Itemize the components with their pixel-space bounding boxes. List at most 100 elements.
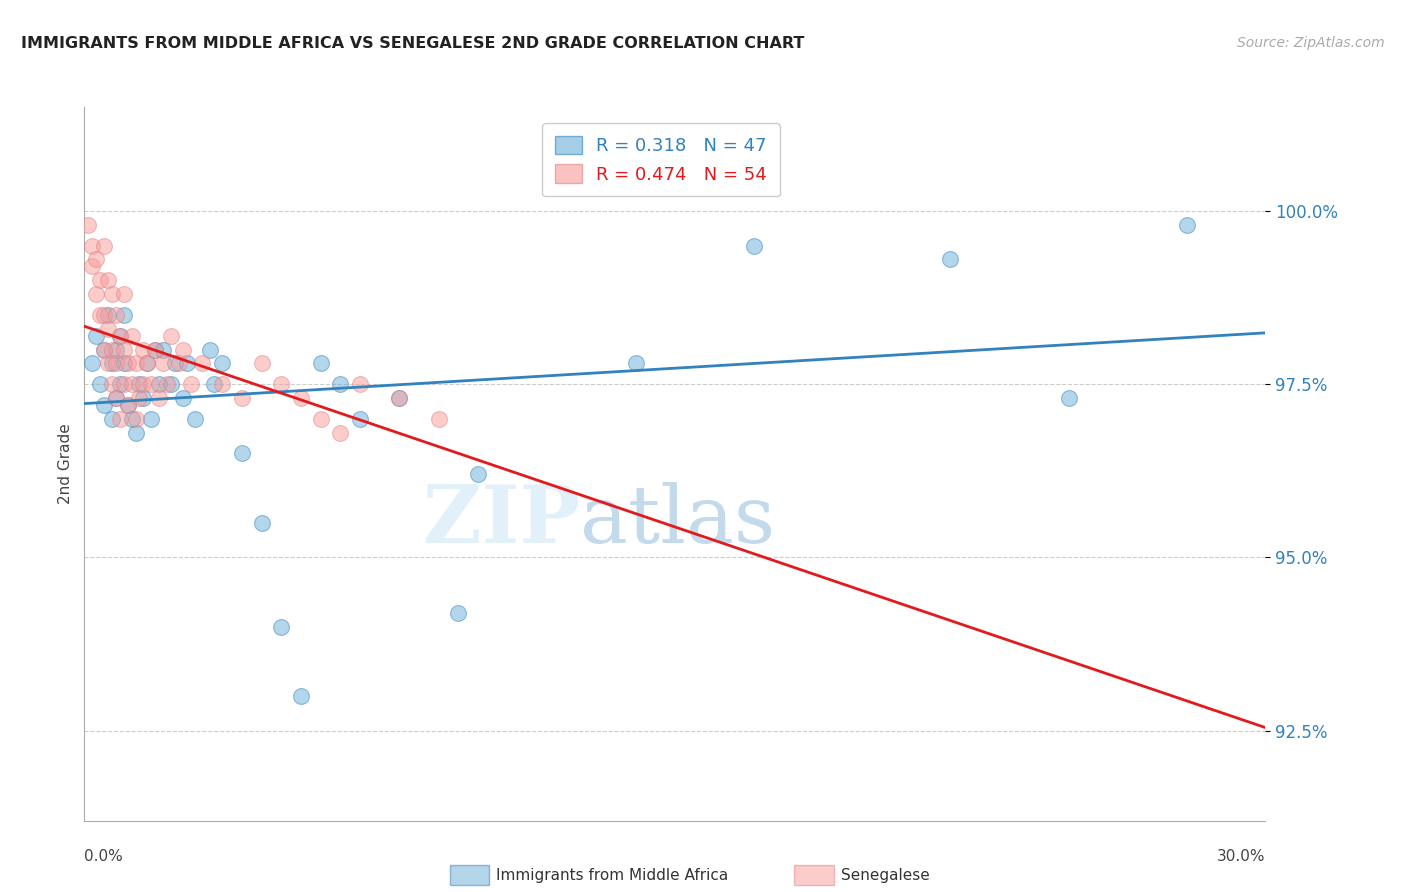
Point xyxy=(104,391,127,405)
Point xyxy=(152,356,174,370)
Point xyxy=(624,356,647,370)
Point xyxy=(112,356,135,370)
Text: Senegalese: Senegalese xyxy=(841,868,929,882)
Point xyxy=(93,308,115,322)
Point xyxy=(112,377,135,392)
Point xyxy=(467,467,489,482)
Point xyxy=(1175,218,1198,232)
Text: atlas: atlas xyxy=(581,482,776,560)
Point xyxy=(104,391,127,405)
Text: 0.0%: 0.0% xyxy=(84,849,124,864)
Point xyxy=(160,377,183,392)
Point xyxy=(349,412,371,426)
Point xyxy=(101,343,124,357)
Point xyxy=(108,377,131,392)
Point xyxy=(101,356,124,370)
Point xyxy=(89,377,111,392)
Point xyxy=(84,328,107,343)
Point xyxy=(172,391,194,405)
Point xyxy=(427,412,450,426)
Point xyxy=(231,446,253,460)
Text: IMMIGRANTS FROM MIDDLE AFRICA VS SENEGALESE 2ND GRADE CORRELATION CHART: IMMIGRANTS FROM MIDDLE AFRICA VS SENEGAL… xyxy=(21,36,804,51)
Point xyxy=(132,343,155,357)
Point xyxy=(89,273,111,287)
Point xyxy=(148,377,170,392)
Point xyxy=(141,377,163,392)
Point xyxy=(84,252,107,267)
Point xyxy=(136,356,159,370)
Point xyxy=(270,620,292,634)
Point xyxy=(97,273,120,287)
Point xyxy=(128,377,150,392)
Point xyxy=(104,343,127,357)
Point xyxy=(82,356,104,370)
Point xyxy=(191,356,214,370)
Point xyxy=(128,391,150,405)
Point xyxy=(349,377,371,392)
Point xyxy=(108,412,131,426)
Text: ZIP: ZIP xyxy=(423,482,581,560)
Point xyxy=(172,343,194,357)
Point xyxy=(152,343,174,357)
Point xyxy=(124,356,146,370)
Point xyxy=(121,328,143,343)
Text: Source: ZipAtlas.com: Source: ZipAtlas.com xyxy=(1237,36,1385,50)
Point xyxy=(89,308,111,322)
Point xyxy=(270,377,292,392)
Point xyxy=(250,516,273,530)
Point xyxy=(132,391,155,405)
Point xyxy=(200,343,222,357)
Point xyxy=(1057,391,1080,405)
Legend: R = 0.318   N = 47, R = 0.474   N = 54: R = 0.318 N = 47, R = 0.474 N = 54 xyxy=(543,123,780,196)
Point xyxy=(101,412,124,426)
Point xyxy=(290,391,312,405)
Point xyxy=(329,425,352,440)
Point xyxy=(939,252,962,267)
Point xyxy=(388,391,411,405)
Point xyxy=(101,287,124,301)
Point xyxy=(202,377,225,392)
Point xyxy=(167,356,190,370)
Point xyxy=(141,412,163,426)
Point xyxy=(447,606,470,620)
Point xyxy=(309,356,332,370)
Point xyxy=(163,356,186,370)
Point xyxy=(108,328,131,343)
Point xyxy=(183,412,205,426)
Point xyxy=(82,238,104,252)
Point xyxy=(97,322,120,336)
Point xyxy=(742,238,765,252)
Point xyxy=(388,391,411,405)
Point xyxy=(309,412,332,426)
Point xyxy=(93,343,115,357)
Point xyxy=(93,238,115,252)
Point xyxy=(77,218,100,232)
Point xyxy=(143,343,166,357)
Point xyxy=(117,356,139,370)
Point xyxy=(84,287,107,301)
Point xyxy=(124,425,146,440)
Point xyxy=(82,260,104,274)
Point xyxy=(97,308,120,322)
Point xyxy=(104,356,127,370)
Point xyxy=(108,328,131,343)
Point xyxy=(180,377,202,392)
Point xyxy=(93,343,115,357)
Point xyxy=(117,398,139,412)
Point xyxy=(176,356,198,370)
Point xyxy=(211,377,233,392)
Point xyxy=(93,398,115,412)
Point xyxy=(329,377,352,392)
Point xyxy=(104,308,127,322)
Point xyxy=(132,377,155,392)
Point xyxy=(231,391,253,405)
Point xyxy=(160,328,183,343)
Point xyxy=(121,412,143,426)
Point xyxy=(97,356,120,370)
Point xyxy=(112,308,135,322)
Point xyxy=(250,356,273,370)
Point xyxy=(101,377,124,392)
Point xyxy=(117,398,139,412)
Point xyxy=(143,343,166,357)
Point xyxy=(211,356,233,370)
